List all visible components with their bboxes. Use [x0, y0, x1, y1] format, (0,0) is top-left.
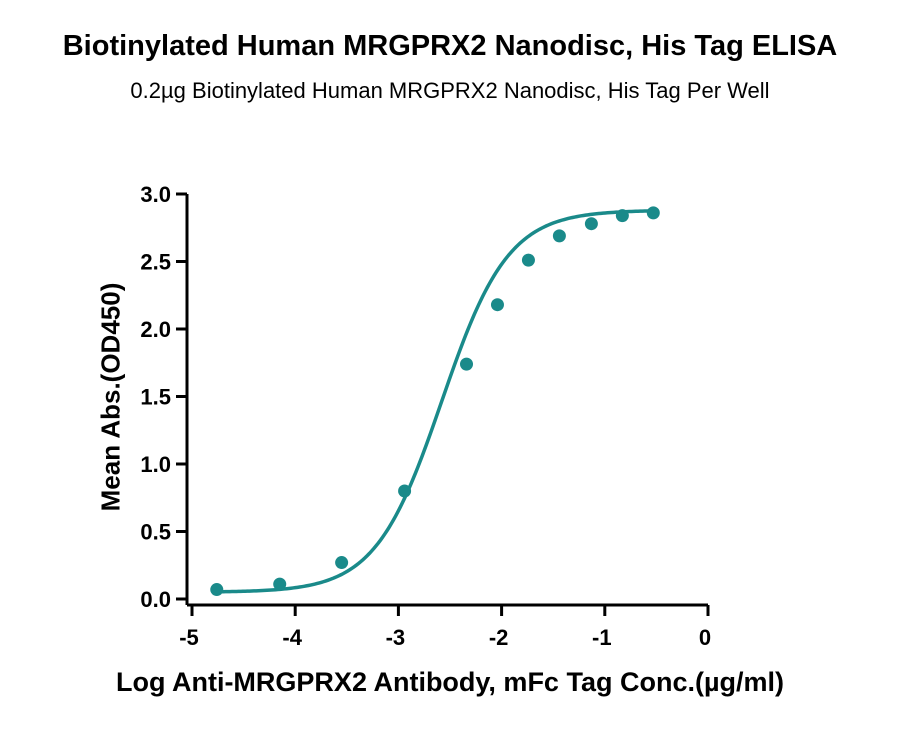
chart-title: Biotinylated Human MRGPRX2 Nanodisc, His… — [62, 30, 838, 62]
chart-ticks: 0.0 0.5 1.0 1.5 2.0 2.5 3.0 -5 -4 -3 -2 -1 0 — [140, 182, 711, 650]
y-tick-label: 3.0 — [140, 182, 171, 207]
x-tick-label: -1 — [592, 625, 612, 650]
x-tick-label: -4 — [282, 625, 302, 650]
y-tick-label: 2.5 — [140, 250, 171, 275]
x-tick-label: -2 — [489, 625, 509, 650]
y-tick-label: 2.0 — [140, 317, 171, 342]
x-tick-label: -5 — [179, 625, 199, 650]
data-point — [335, 556, 349, 570]
fit-curve — [216, 209, 654, 594]
data-point — [552, 229, 566, 243]
y-tick-label: 1.0 — [140, 452, 171, 477]
data-point — [584, 217, 598, 231]
data-point — [210, 583, 224, 597]
y-axis-label: Mean Abs.(OD450) — [95, 282, 126, 512]
data-point — [615, 209, 629, 223]
x-axis-label: Log Anti-MRGPRX2 Antibody, mFc Tag Conc.… — [115, 667, 784, 697]
data-point — [398, 484, 412, 498]
data-point — [646, 206, 660, 220]
x-tick-label: -3 — [386, 625, 406, 650]
data-points-group — [210, 206, 660, 597]
y-tick-label: 0.0 — [140, 587, 171, 612]
y-tick-label: 0.5 — [140, 520, 171, 545]
y-tick-label: 1.5 — [140, 385, 171, 410]
chart-axes — [185, 194, 708, 607]
data-point — [460, 357, 474, 371]
fit-curve-group — [216, 209, 654, 594]
data-point — [521, 253, 535, 267]
data-point — [273, 577, 287, 591]
chart-subtitle: 0.2µg Biotinylated Human MRGPRX2 Nanodis… — [130, 78, 770, 103]
x-tick-label: 0 — [699, 625, 711, 650]
data-point — [490, 298, 504, 312]
